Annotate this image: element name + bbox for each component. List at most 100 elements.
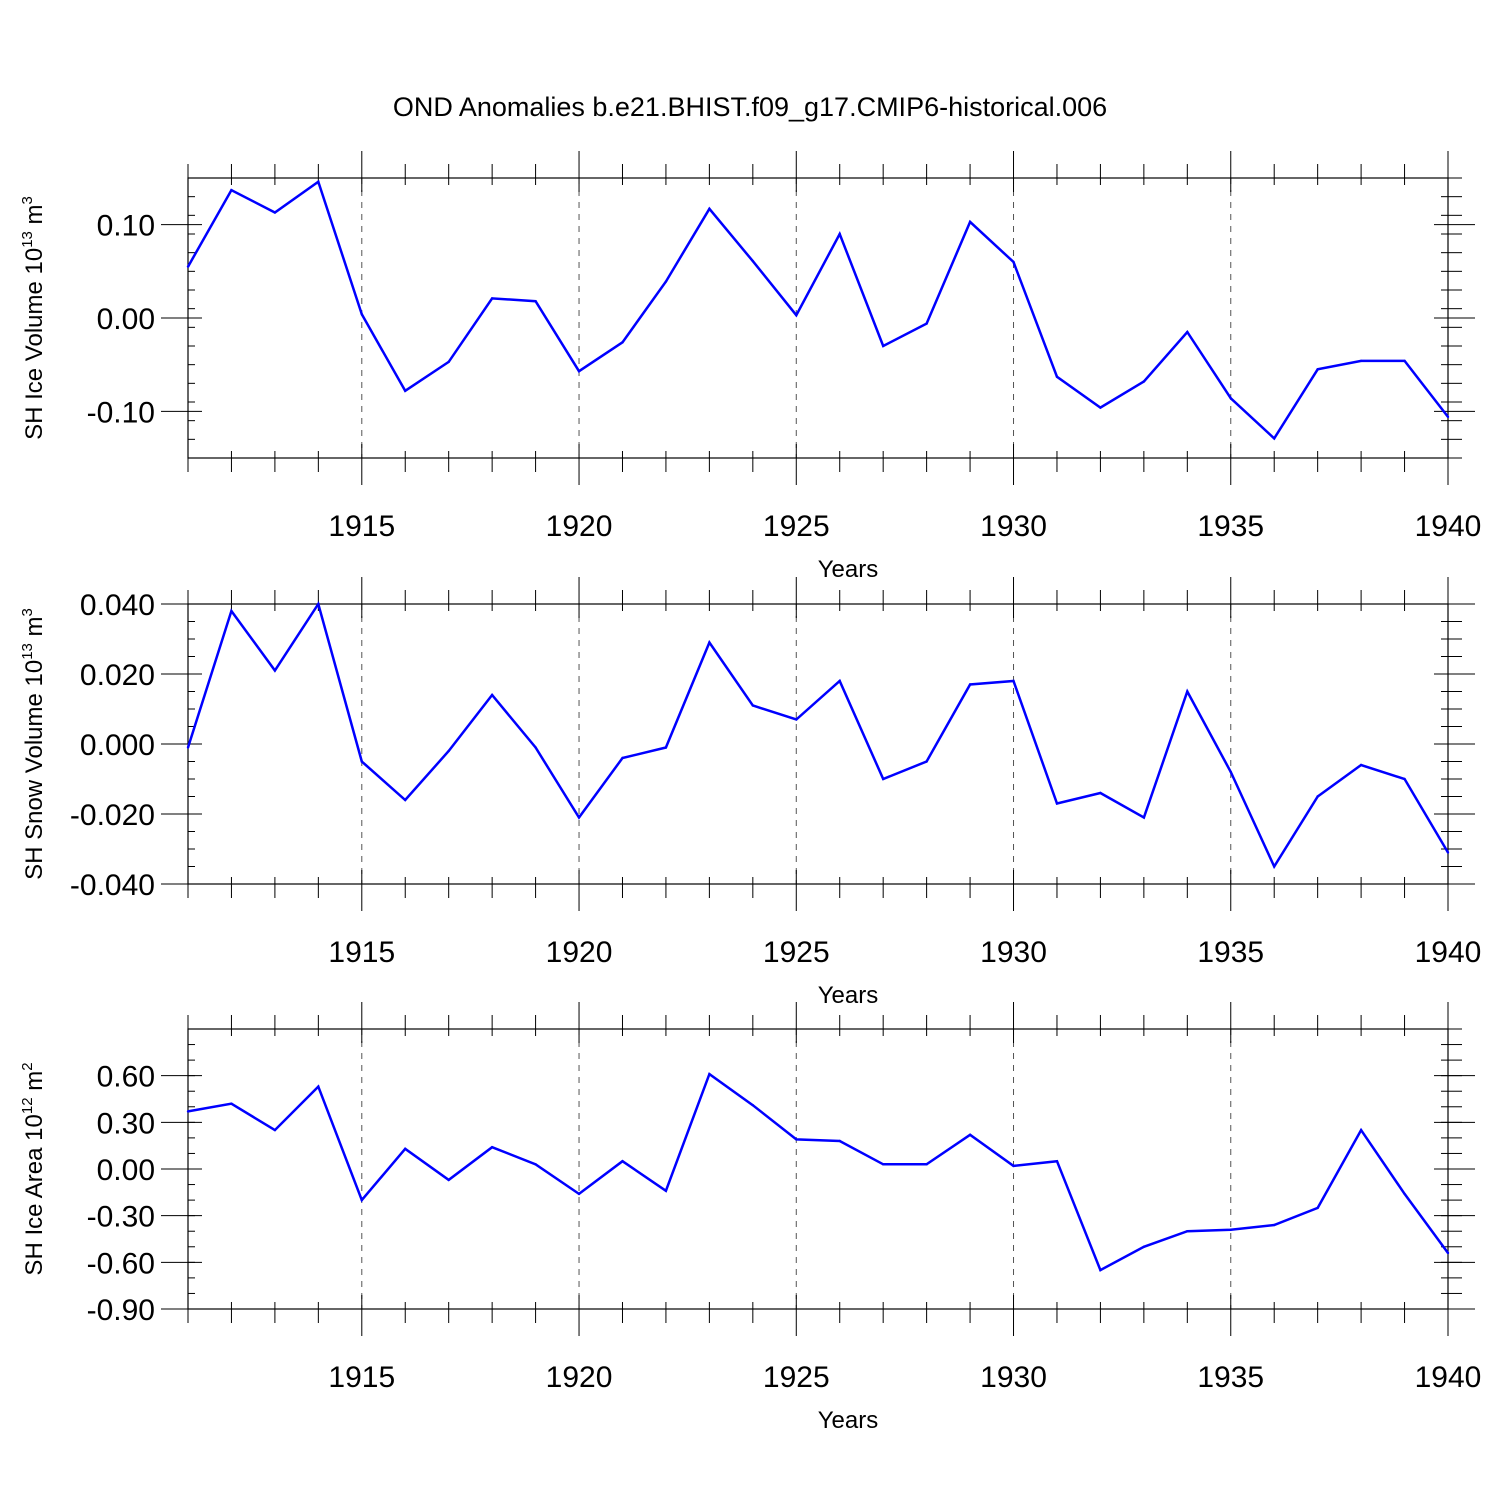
data-point-1928: [925, 322, 928, 325]
data-point-1938: [1359, 763, 1363, 767]
y-tick-label-0p040: 0.040: [80, 589, 155, 622]
data-point-1937: [1316, 795, 1319, 798]
panel-snow-volume: -0.040 -0.020 0.000 0.020 0.040 1915 1920 1925 1…: [19, 577, 1481, 1009]
series-line: [187, 1072, 1450, 1272]
y-tick-label-neg0p020: -0.020: [70, 799, 155, 832]
data-point-1921: [621, 1160, 624, 1163]
data-point-1932: [1099, 406, 1102, 409]
x-tick-label-1925: 1925: [763, 936, 830, 969]
data-point-1915: [360, 760, 363, 763]
data-point-1930: [1012, 679, 1015, 683]
data-point-1937: [1316, 1206, 1319, 1210]
data-point-1926: [838, 1139, 841, 1143]
data-point-1925: [795, 1138, 798, 1141]
data-point-1923: [708, 1072, 711, 1076]
data-point-1918: [490, 1146, 494, 1149]
data-point-1935: [1229, 397, 1232, 400]
y-tick-label-0p00: 0.00: [97, 1154, 155, 1187]
data-point-1913: [273, 669, 277, 672]
x-tick-label-1930: 1930: [980, 1361, 1047, 1394]
x-tick-label-1930: 1930: [980, 936, 1047, 969]
data-point-1935: [1229, 1228, 1232, 1231]
data-point-1940: [1446, 851, 1450, 854]
y-axis-label: SH Ice Area 1012 m2: [19, 1062, 48, 1275]
data-point-1933: [1142, 1245, 1146, 1248]
data-point-1917: [447, 1178, 450, 1182]
data-point-1934: [1186, 690, 1189, 693]
data-point-1933: [1142, 816, 1146, 819]
data-point-1939: [1403, 359, 1406, 363]
data-point-1932: [1099, 791, 1102, 795]
figure-title: OND Anomalies b.e21.BHIST.f09_g17.CMIP6-…: [393, 92, 1107, 122]
data-point-1915: [360, 1198, 363, 1202]
data-point-1918: [490, 693, 494, 697]
data-point-1939: [1403, 1192, 1406, 1196]
data-point-1911: [186, 746, 190, 749]
plot-frame: [187, 177, 1449, 459]
y-tick-label-0p60: 0.60: [97, 1061, 155, 1094]
data-point-1934: [1186, 1230, 1189, 1233]
data-point-1925: [795, 314, 798, 317]
data-point-1922: [664, 746, 668, 749]
y-tick-label-0p30: 0.30: [97, 1107, 155, 1140]
plot-frame: [187, 603, 1449, 885]
y-axis-label: SH Ice Volume 1013 m3: [19, 196, 48, 440]
data-point-1926: [838, 679, 841, 683]
data-point-1931: [1055, 375, 1059, 378]
data-point-1919: [534, 746, 537, 749]
y-tick-label-neg0p60: -0.60: [87, 1247, 155, 1280]
x-axis-label: Years: [818, 1407, 879, 1434]
data-point-1931: [1055, 802, 1059, 805]
data-point-1916: [404, 798, 407, 802]
data-point-1913: [273, 1128, 277, 1132]
data-point-1918: [490, 297, 494, 300]
x-tick-label-1935: 1935: [1197, 1361, 1264, 1394]
y-tick-label-0p10: 0.10: [97, 210, 155, 243]
data-point-1916: [404, 389, 407, 392]
x-tick-label-1940: 1940: [1415, 510, 1482, 543]
panel-ice-volume: -0.10 0.00 0.10 1915 1920 1925 1930 1935 1940 Yea…: [19, 151, 1481, 583]
x-tick-label-1920: 1920: [546, 1361, 613, 1394]
y-tick-label-neg0p10: -0.10: [87, 396, 155, 429]
data-point-1922: [664, 1189, 668, 1192]
data-point-1931: [1055, 1160, 1059, 1163]
data-point-1912: [230, 1102, 233, 1105]
data-point-1930: [1012, 1164, 1015, 1168]
data-point-1920: [577, 370, 581, 373]
data-point-1919: [534, 300, 537, 303]
data-point-1913: [273, 211, 277, 214]
data-point-1921: [621, 341, 624, 344]
y-tick-label-0p000: 0.000: [80, 729, 155, 762]
data-point-1940: [1446, 415, 1450, 419]
y-tick-label-0p020: 0.020: [80, 659, 155, 692]
data-point-1927: [881, 777, 885, 781]
data-point-1928: [925, 1163, 928, 1166]
data-point-1911: [186, 265, 190, 268]
data-point-1920: [577, 1192, 581, 1196]
panel-ice-area: -0.90 -0.60 -0.30 0.00 0.30 0.60 1915 1920 1925 1…: [19, 1002, 1481, 1434]
data-point-1920: [577, 816, 581, 819]
data-point-1938: [1359, 359, 1363, 363]
data-point-1914: [317, 1085, 320, 1088]
x-axis-label: Years: [818, 556, 879, 583]
data-point-1929: [968, 1133, 972, 1136]
data-point-1932: [1099, 1268, 1102, 1272]
data-point-1927: [881, 1163, 885, 1166]
x-tick-label-1940: 1940: [1415, 936, 1482, 969]
series-line: [186, 179, 1449, 441]
x-tick-label-1940: 1940: [1415, 1361, 1482, 1394]
data-point-1937: [1316, 368, 1319, 371]
data-point-1916: [404, 1147, 407, 1150]
x-tick-label-1915: 1915: [328, 510, 395, 543]
data-point-1936: [1273, 1223, 1276, 1227]
plot-frame: [187, 1028, 1449, 1310]
x-tick-label-1915: 1915: [328, 1361, 395, 1394]
data-point-1936: [1273, 437, 1276, 440]
data-point-1929: [968, 220, 972, 224]
data-point-1923: [708, 641, 711, 644]
data-point-1939: [1403, 777, 1406, 781]
data-point-1914: [317, 602, 320, 606]
data-point-1923: [708, 207, 711, 210]
data-point-1928: [925, 760, 928, 763]
x-tick-label-1920: 1920: [546, 936, 613, 969]
